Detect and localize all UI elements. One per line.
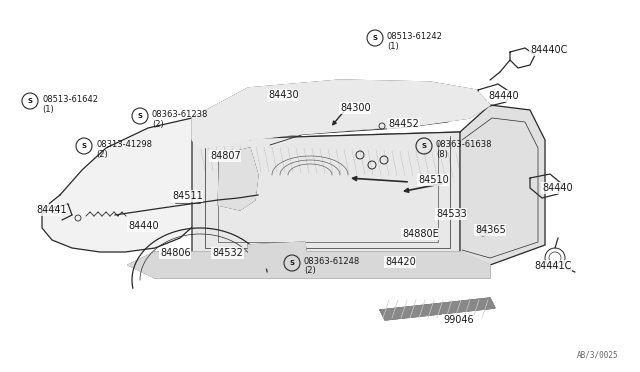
Text: 84532: 84532 [212, 248, 243, 258]
Text: 84510: 84510 [418, 175, 449, 185]
Text: 84440: 84440 [488, 91, 518, 101]
Text: 84441C: 84441C [534, 261, 572, 271]
Text: AB/3/0025: AB/3/0025 [577, 351, 618, 360]
Text: 84533: 84533 [436, 209, 467, 219]
Text: S: S [289, 260, 294, 266]
Text: 84441: 84441 [36, 205, 67, 215]
Text: 84300: 84300 [340, 103, 371, 113]
Text: 84430: 84430 [268, 90, 299, 100]
Text: S: S [372, 35, 378, 41]
Text: S: S [81, 143, 86, 149]
Text: 84511: 84511 [172, 191, 203, 201]
Polygon shape [460, 105, 545, 265]
Text: (2): (2) [96, 150, 108, 158]
Polygon shape [42, 115, 255, 252]
Text: 08513-61242: 08513-61242 [387, 32, 443, 41]
Text: S: S [28, 98, 33, 104]
Polygon shape [192, 132, 460, 255]
Text: 08363-61638: 08363-61638 [436, 140, 493, 148]
Polygon shape [248, 242, 308, 268]
Text: 84420: 84420 [385, 257, 416, 267]
Text: 08363-61238: 08363-61238 [152, 109, 209, 119]
Polygon shape [192, 80, 490, 148]
Text: (2): (2) [152, 119, 164, 128]
Text: 84807: 84807 [210, 151, 241, 161]
Text: 84452: 84452 [388, 119, 419, 129]
Text: 84365: 84365 [475, 225, 506, 235]
Text: 84806: 84806 [160, 248, 191, 258]
Polygon shape [128, 252, 490, 278]
Text: (1): (1) [387, 42, 399, 51]
Text: 84440: 84440 [542, 183, 573, 193]
Text: (8): (8) [436, 150, 448, 158]
Text: 08513-61642: 08513-61642 [42, 94, 98, 103]
Text: (1): (1) [42, 105, 54, 113]
Text: 08363-61248: 08363-61248 [304, 257, 360, 266]
Text: S: S [138, 113, 143, 119]
Text: 84880E: 84880E [402, 229, 439, 239]
Text: 84440: 84440 [128, 221, 159, 231]
Polygon shape [218, 148, 258, 210]
Text: S: S [422, 143, 426, 149]
Polygon shape [380, 298, 495, 320]
Text: 99046: 99046 [443, 315, 474, 325]
Text: 08313-41298: 08313-41298 [96, 140, 152, 148]
Text: 84440C: 84440C [530, 45, 568, 55]
Text: (2): (2) [304, 266, 316, 276]
